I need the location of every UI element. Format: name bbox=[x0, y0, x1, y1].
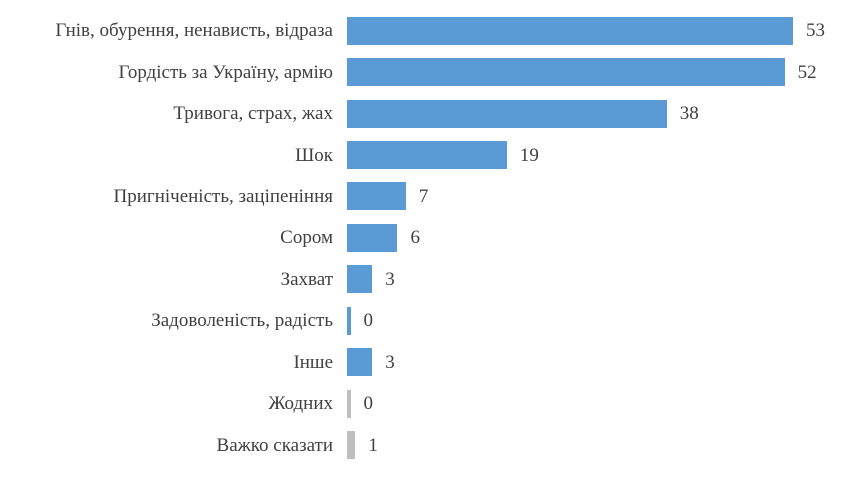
chart-row: Важко сказати 1 bbox=[0, 424, 859, 465]
category-label: Сором bbox=[280, 227, 333, 249]
value-label: 53 bbox=[805, 20, 825, 42]
value-label: 1 bbox=[368, 434, 378, 456]
bar bbox=[347, 99, 667, 128]
chart-row: Захват 3 bbox=[0, 259, 859, 300]
chart-row: Задоволеність, радість 0 bbox=[0, 300, 859, 341]
value-label: 6 bbox=[410, 227, 420, 249]
category-label: Важко сказати bbox=[216, 434, 333, 456]
value-label: 3 bbox=[385, 268, 395, 290]
chart-row: Гордість за Україну, армію 52 bbox=[0, 51, 859, 92]
value-label: 3 bbox=[385, 351, 395, 373]
category-label: Задоволеність, радість bbox=[151, 310, 333, 332]
bar bbox=[347, 16, 793, 45]
chart-row: Сором 6 bbox=[0, 217, 859, 258]
category-label: Гнів, обурення, ненависть, відраза bbox=[55, 20, 333, 42]
value-label: 0 bbox=[363, 310, 374, 332]
bar bbox=[347, 58, 785, 87]
chart-rows: Гнів, обурення, ненависть, відраза 53 Горд… bbox=[0, 10, 859, 466]
chart-row: Жодних 0 bbox=[0, 383, 859, 424]
category-label: Захват bbox=[280, 268, 333, 290]
bar bbox=[347, 223, 398, 252]
bar bbox=[347, 141, 507, 170]
bar bbox=[347, 389, 351, 418]
chart-row: Пригніченість, заціпеніння 7 bbox=[0, 176, 859, 217]
value-label: 0 bbox=[363, 393, 374, 415]
chart-row: Гнів, обурення, ненависть, відраза 53 bbox=[0, 10, 859, 51]
value-label: 52 bbox=[797, 61, 817, 83]
category-label: Тривога, страх, жах bbox=[173, 103, 333, 125]
category-label: Пригніченість, заціпеніння bbox=[113, 185, 333, 207]
bar bbox=[347, 265, 373, 294]
category-label: Гордість за Україну, армію bbox=[118, 61, 333, 83]
category-label: Інше bbox=[293, 351, 333, 373]
bar bbox=[347, 348, 373, 377]
value-label: 19 bbox=[519, 144, 539, 166]
bar bbox=[347, 306, 351, 335]
bar bbox=[347, 431, 356, 460]
value-label: 7 bbox=[418, 185, 429, 207]
bar bbox=[347, 182, 406, 211]
category-label: Шок bbox=[295, 144, 333, 166]
value-label: 38 bbox=[679, 103, 699, 125]
chart-row: Тривога, страх, жах 38 bbox=[0, 93, 859, 134]
category-label: Жодних bbox=[268, 393, 333, 415]
chart-row: Шок 19 bbox=[0, 134, 859, 175]
chart-row: Інше 3 bbox=[0, 342, 859, 383]
